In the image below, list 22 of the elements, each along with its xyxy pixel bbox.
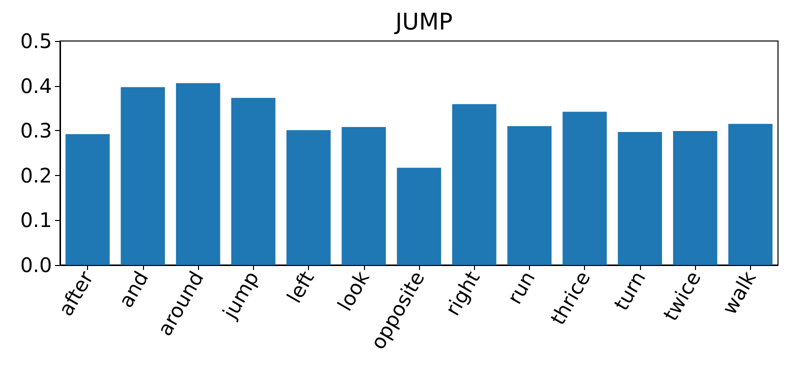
- bar: [452, 104, 496, 265]
- y-tick-label: 0.1: [20, 208, 52, 232]
- y-tick-label: 0.4: [20, 74, 52, 98]
- bar: [66, 134, 110, 265]
- bar: [673, 131, 718, 265]
- y-tick-label: 0.3: [20, 118, 52, 143]
- y-tick-label: 0.5: [20, 29, 52, 53]
- chart-title: JUMP: [393, 10, 453, 36]
- bar: [286, 130, 331, 265]
- bar: [507, 126, 552, 265]
- bar: [176, 83, 220, 265]
- bar: [618, 132, 662, 265]
- bar: [120, 87, 165, 265]
- bar: [231, 98, 276, 265]
- bar: [562, 112, 607, 265]
- x-tick-label: run: [502, 267, 540, 308]
- y-tick-label: 0.0: [20, 253, 52, 277]
- y-tick-label: 0.2: [20, 163, 52, 188]
- x-tick-label: left: [282, 266, 320, 308]
- bar: [728, 124, 772, 265]
- bar: [342, 127, 386, 265]
- bar: [396, 168, 442, 265]
